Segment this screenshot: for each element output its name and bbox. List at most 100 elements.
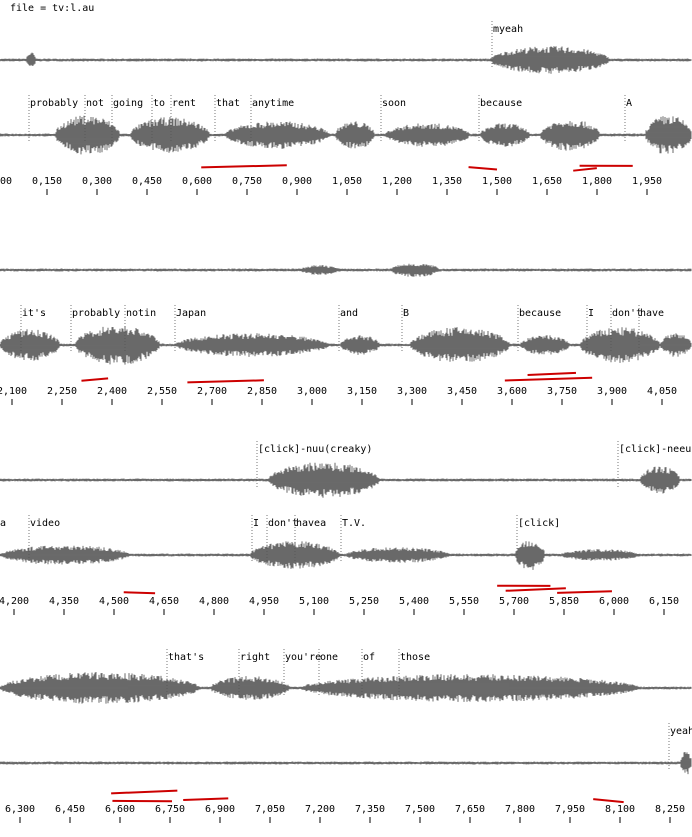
word-label: it's xyxy=(22,308,46,319)
word-label: [click]-nuu(creaky) xyxy=(258,444,372,455)
x-tick-label: 1,050 xyxy=(332,176,362,187)
word-label: because xyxy=(519,308,561,319)
word-label: that xyxy=(216,98,240,109)
waveform xyxy=(0,752,691,774)
word-label: probably xyxy=(30,98,78,109)
word-label: A xyxy=(626,98,632,109)
x-tick-label: 7,950 xyxy=(555,804,585,815)
word-label: B xyxy=(403,308,409,319)
x-tick-label: 3,900 xyxy=(597,386,627,397)
x-tick-label: 3,000 xyxy=(297,386,327,397)
x-tick-label: 3,300 xyxy=(397,386,427,397)
x-tick-label: 0,750 xyxy=(232,176,262,187)
x-tick-label: 8,250 xyxy=(655,804,685,815)
x-tick-label: 2,550 xyxy=(147,386,177,397)
x-tick-label: 6,000 xyxy=(599,596,629,607)
file-label: file = tv:l.au xyxy=(10,3,94,14)
x-tick-label: 3,450 xyxy=(447,386,477,397)
x-tick-label: 0,900 xyxy=(282,176,312,187)
word-label: notin xyxy=(126,308,156,319)
waveform xyxy=(0,116,691,155)
pitch-trace xyxy=(81,378,108,380)
x-tick-label: 3,150 xyxy=(347,386,377,397)
pitch-trace xyxy=(573,168,597,171)
pitch-trace xyxy=(187,380,263,382)
x-tick-label: 3,600 xyxy=(497,386,527,397)
x-tick-label: 4,500 xyxy=(99,596,129,607)
x-tick-label: 0,300 xyxy=(82,176,112,187)
pitch-trace xyxy=(201,165,287,167)
pitch-trace xyxy=(183,798,228,800)
x-tick-label: 5,550 xyxy=(449,596,479,607)
x-tick-label: 4,650 xyxy=(149,596,179,607)
x-tick-label: 2,100 xyxy=(0,386,27,397)
x-tick-label: 5,400 xyxy=(399,596,429,607)
x-tick-label: 6,900 xyxy=(205,804,235,815)
word-label: have xyxy=(640,308,664,319)
waveform xyxy=(0,541,691,570)
x-tick-label: 2,250 xyxy=(47,386,77,397)
word-label: [click] xyxy=(518,518,560,529)
x-tick-label: 7,050 xyxy=(255,804,285,815)
word-label: you're xyxy=(285,652,321,663)
word-label: right xyxy=(240,652,270,663)
x-tick-label: 6,150 xyxy=(649,596,679,607)
x-tick-label: 1,500 xyxy=(482,176,512,187)
word-label: to xyxy=(153,98,165,109)
word-label: and xyxy=(340,308,358,319)
word-label: I xyxy=(253,518,259,529)
word-label: myeah xyxy=(493,24,523,35)
pitch-trace xyxy=(124,592,155,593)
x-tick-label: 5,250 xyxy=(349,596,379,607)
x-tick-label: 0,450 xyxy=(132,176,162,187)
word-label: that's xyxy=(168,652,204,663)
x-tick-label: 5,100 xyxy=(299,596,329,607)
word-label: soon xyxy=(382,98,406,109)
word-label: T.V. xyxy=(342,518,366,529)
pitch-trace xyxy=(111,791,177,794)
x-tick-label: 0,000 xyxy=(0,176,12,187)
word-label: rent xyxy=(172,98,196,109)
word-label: [click]-neeu xyxy=(619,444,691,455)
word-label: don't xyxy=(612,308,642,319)
word-label: probably xyxy=(72,308,120,319)
waveform xyxy=(0,672,691,704)
word-label: yeah xyxy=(670,726,692,737)
pitch-trace xyxy=(506,588,566,591)
x-tick-label: 4,350 xyxy=(49,596,79,607)
word-label: Japan xyxy=(176,308,206,319)
x-tick-label: 2,700 xyxy=(197,386,227,397)
word-label: not xyxy=(86,98,104,109)
pitch-trace xyxy=(557,591,612,593)
x-tick-label: 2,850 xyxy=(247,386,277,397)
x-tick-label: 1,200 xyxy=(382,176,412,187)
x-tick-label: 1,350 xyxy=(432,176,462,187)
word-label: one xyxy=(320,652,338,663)
waveform xyxy=(0,463,691,498)
pitch-trace xyxy=(593,799,623,802)
x-tick-label: 0,600 xyxy=(182,176,212,187)
word-label: anytime xyxy=(252,98,294,109)
x-tick-label: 4,050 xyxy=(647,386,677,397)
word-label: I xyxy=(588,308,594,319)
x-tick-label: 4,200 xyxy=(0,596,29,607)
word-label: don't xyxy=(268,518,298,529)
x-tick-label: 1,650 xyxy=(532,176,562,187)
x-tick-label: 5,850 xyxy=(549,596,579,607)
word-label: havea xyxy=(296,518,326,529)
pitch-trace xyxy=(469,167,497,169)
waveform xyxy=(0,46,691,74)
x-tick-label: 6,450 xyxy=(55,804,85,815)
x-tick-label: 4,800 xyxy=(199,596,229,607)
x-tick-label: 7,800 xyxy=(505,804,535,815)
x-tick-label: 6,600 xyxy=(105,804,135,815)
x-tick-label: 7,200 xyxy=(305,804,335,815)
x-tick-label: 6,300 xyxy=(5,804,35,815)
x-tick-label: 8,100 xyxy=(605,804,635,815)
x-tick-label: 0,150 xyxy=(32,176,62,187)
word-label: video xyxy=(30,518,60,529)
pitch-trace xyxy=(528,373,576,375)
waveform xyxy=(0,264,691,277)
word-label: because xyxy=(480,98,522,109)
